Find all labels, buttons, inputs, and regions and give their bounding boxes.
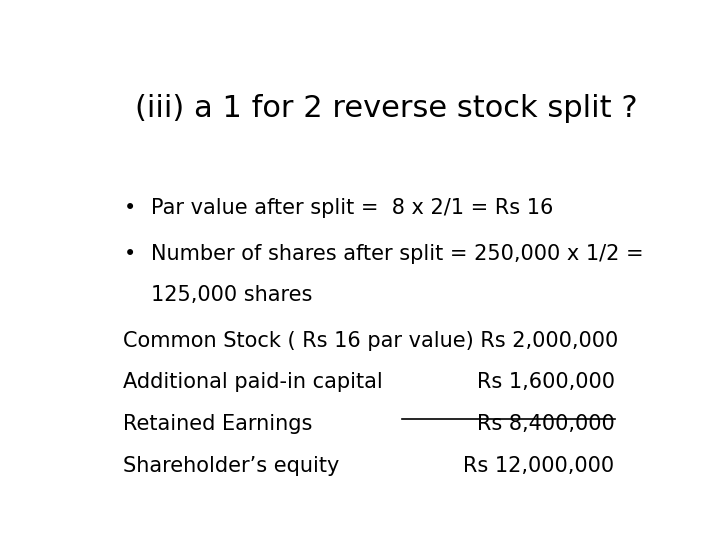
Text: Rs 1,600,000: Rs 1,600,000 bbox=[477, 373, 615, 393]
Text: Rs 12,000,000: Rs 12,000,000 bbox=[464, 456, 615, 476]
Text: Retained Earnings: Retained Earnings bbox=[124, 414, 313, 434]
Text: Additional paid-in capital: Additional paid-in capital bbox=[124, 373, 383, 393]
Text: Rs 8,400,000: Rs 8,400,000 bbox=[477, 414, 615, 434]
Text: 125,000 shares: 125,000 shares bbox=[151, 285, 312, 305]
Text: •: • bbox=[124, 198, 136, 218]
Text: Number of shares after split = 250,000 x 1/2 =: Number of shares after split = 250,000 x… bbox=[151, 244, 644, 264]
Text: •: • bbox=[124, 244, 136, 264]
Text: (iii) a 1 for 2 reverse stock split ?: (iii) a 1 for 2 reverse stock split ? bbox=[135, 94, 637, 123]
Text: Shareholder’s equity: Shareholder’s equity bbox=[124, 456, 340, 476]
Text: Common Stock ( Rs 16 par value) Rs 2,000,000: Common Stock ( Rs 16 par value) Rs 2,000… bbox=[124, 331, 618, 351]
Text: Par value after split =  8 x 2/1 = Rs 16: Par value after split = 8 x 2/1 = Rs 16 bbox=[151, 198, 554, 218]
